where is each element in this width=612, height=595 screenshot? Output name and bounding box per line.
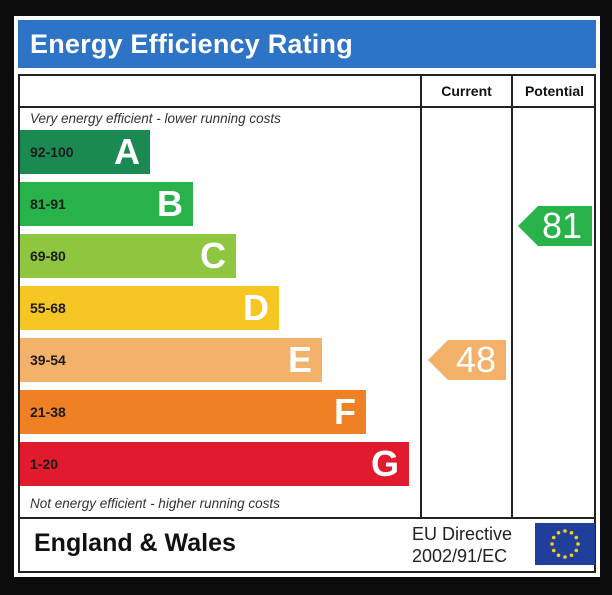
band-letter: B bbox=[157, 183, 183, 224]
band-range: 55-68 bbox=[30, 300, 66, 316]
eu-star bbox=[550, 542, 554, 546]
band-range: 1-20 bbox=[30, 456, 59, 472]
band-range: 81-91 bbox=[30, 196, 66, 212]
footer: England & Wales EU Directive 2002/91/EC bbox=[18, 519, 596, 573]
band-letter: E bbox=[287, 339, 312, 380]
inefficient-note: Not energy efficient - higher running co… bbox=[30, 496, 280, 511]
column-divider bbox=[511, 76, 513, 517]
rating-grid: Current Potential Very energy efficient … bbox=[18, 74, 596, 519]
current-rating-arrow: 48 bbox=[428, 340, 506, 380]
header-divider bbox=[20, 106, 594, 108]
band-a: 92-100 A bbox=[20, 130, 150, 174]
potential-rating-arrow: 81 bbox=[518, 206, 592, 246]
energy-rating-chart: Energy Efficiency Rating Current Potenti… bbox=[14, 16, 600, 577]
eu-star bbox=[551, 535, 556, 540]
eu-star bbox=[556, 553, 561, 558]
band-letter: D bbox=[243, 287, 269, 328]
region-label: England & Wales bbox=[34, 529, 236, 557]
eu-star bbox=[569, 530, 574, 535]
efficient-note: Very energy efficient - lower running co… bbox=[30, 111, 281, 126]
band-range: 92-100 bbox=[30, 144, 74, 160]
band-letter: F bbox=[334, 391, 356, 432]
eu-flag-icon bbox=[535, 523, 595, 565]
band-range: 21-38 bbox=[30, 404, 66, 420]
eu-star bbox=[563, 529, 567, 533]
eu-star bbox=[569, 553, 574, 558]
band-f: 21-38 F bbox=[20, 390, 366, 434]
eu-star bbox=[574, 535, 579, 540]
band-e: 39-54 E bbox=[20, 338, 322, 382]
column-divider bbox=[420, 76, 422, 517]
band-range: 39-54 bbox=[30, 352, 66, 368]
band-letter: A bbox=[114, 131, 140, 172]
band-b: 81-91 B bbox=[20, 182, 193, 226]
band-d: 55-68 D bbox=[20, 286, 279, 330]
eu-star bbox=[551, 548, 556, 553]
band-letter: C bbox=[200, 235, 226, 276]
band-range: 69-80 bbox=[30, 248, 66, 264]
eu-star bbox=[574, 548, 579, 553]
directive-label: EU Directive 2002/91/EC bbox=[412, 523, 512, 567]
chart-title: Energy Efficiency Rating bbox=[18, 20, 596, 68]
eu-star bbox=[576, 542, 580, 546]
band-letter: G bbox=[370, 443, 399, 484]
band-g: 1-20 G bbox=[20, 442, 409, 486]
directive-line1: EU Directive bbox=[412, 524, 513, 544]
current-column-header: Current bbox=[441, 83, 492, 99]
potential-column-header: Potential bbox=[524, 83, 585, 99]
band-c: 69-80 C bbox=[20, 234, 236, 278]
eu-star bbox=[563, 555, 567, 559]
eu-star bbox=[556, 530, 561, 535]
directive-line2: 2002/91/EC bbox=[412, 546, 508, 566]
